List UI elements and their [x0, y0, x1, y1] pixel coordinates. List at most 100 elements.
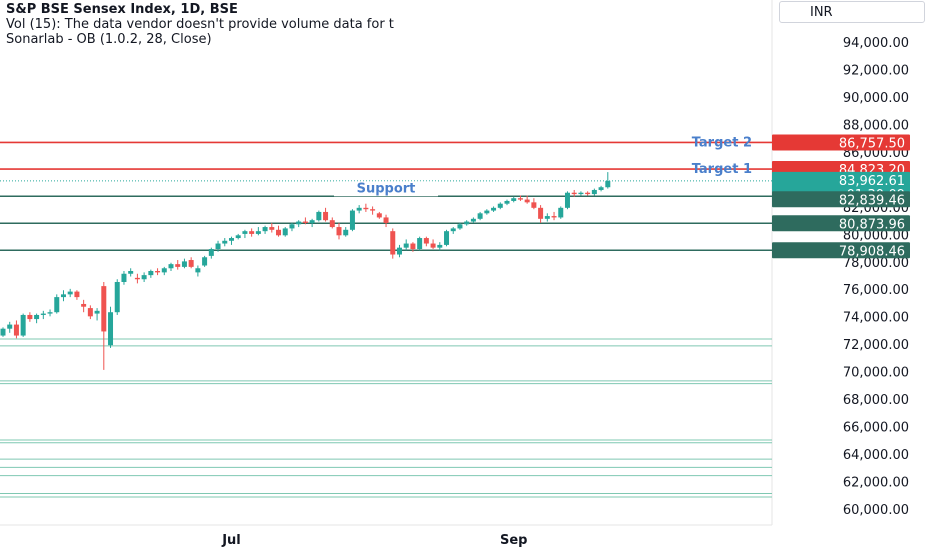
current-price-badge[interactable]: 83,962.61 — [839, 174, 905, 189]
ob-indicator-legend[interactable]: Sonarlab - OB (1.0.2, 28, Close) — [6, 32, 212, 47]
candle-body — [67, 291, 73, 295]
y-axis-tick-label: 74,000.00 — [843, 311, 909, 326]
support-label-bg — [334, 181, 438, 197]
candle-body — [538, 207, 544, 219]
candle-body — [470, 218, 476, 222]
candle-body — [161, 268, 167, 273]
candle-body — [282, 228, 288, 236]
support-annotation[interactable]: Support — [357, 181, 416, 196]
candle-body — [336, 227, 342, 236]
candle-body — [383, 217, 389, 223]
y-axis-tick-label: 88,000.00 — [843, 118, 909, 133]
candle-body — [141, 275, 147, 280]
target-2-annotation[interactable]: Target 2 — [692, 135, 752, 150]
candle-body — [87, 308, 93, 317]
candle-body — [484, 210, 490, 214]
candle-body — [558, 207, 564, 218]
level-2-price-badge-bg — [772, 215, 910, 232]
candle-body — [27, 314, 33, 320]
candle-body — [276, 229, 282, 236]
candle-body — [302, 221, 308, 223]
candle-body — [155, 271, 161, 273]
y-axis-tick-label: 92,000.00 — [843, 63, 909, 78]
candle-body — [242, 231, 248, 234]
candle-body — [430, 243, 436, 248]
y-axis-tick-label: 72,000.00 — [843, 338, 909, 353]
candle-body — [181, 261, 187, 267]
candle-body — [517, 198, 523, 200]
candle-body — [40, 313, 46, 315]
candle-body — [168, 264, 174, 269]
candle-body — [255, 231, 261, 234]
candle-body — [457, 224, 463, 229]
candle-body — [477, 213, 483, 219]
candle-body — [289, 224, 295, 229]
level-3-price-badge[interactable]: 78,908.46 — [839, 244, 905, 259]
y-axis-tick-label: 78,000.00 — [843, 256, 909, 271]
candle-body — [450, 228, 456, 232]
candle-body — [148, 271, 154, 276]
y-axis-tick-label: 62,000.00 — [843, 476, 909, 491]
candle-body — [121, 273, 127, 282]
target-1-annotation[interactable]: Target 1 — [692, 162, 752, 177]
candle-body — [363, 207, 369, 210]
candle-body — [605, 180, 611, 188]
y-axis-tick-label: 66,000.00 — [843, 421, 909, 436]
candle-body — [585, 192, 591, 195]
candle-body — [20, 314, 26, 336]
level-2-price-badge[interactable]: 80,873.96 — [839, 217, 905, 232]
y-axis-tick-label: 70,000.00 — [843, 366, 909, 381]
candle-body — [396, 247, 402, 255]
candle-body — [128, 271, 134, 274]
y-axis-tick-label: 60,000.00 — [843, 503, 909, 518]
candle-body — [74, 291, 80, 298]
candle-body — [531, 202, 537, 208]
x-axis-label: Sep — [500, 533, 528, 548]
candle-body — [269, 227, 275, 230]
symbol-title[interactable]: S&P BSE Sensex Index, 1D, BSE — [6, 2, 238, 17]
volume-indicator-legend[interactable]: Vol (15): The data vendor doesn't provid… — [6, 17, 394, 32]
price-axis[interactable] — [772, 0, 932, 550]
candle-body — [316, 211, 322, 221]
target-2-price-badge-bg — [772, 134, 910, 151]
candle-body — [491, 207, 497, 211]
candle-body — [7, 324, 13, 329]
candle-body — [417, 238, 423, 250]
candle-body — [497, 203, 503, 208]
candle-body — [571, 192, 577, 195]
candle-body — [228, 238, 234, 241]
candle-body — [423, 238, 429, 244]
candle-body — [578, 192, 584, 195]
candle-body — [464, 221, 470, 225]
candle-body — [215, 243, 221, 250]
candle-body — [564, 192, 570, 208]
currency-selector[interactable]: INR — [779, 1, 925, 23]
candle-body — [114, 281, 120, 313]
candle-body — [296, 221, 302, 225]
candle-body — [370, 209, 376, 211]
candle-body — [60, 294, 66, 298]
y-axis-tick-label: 64,000.00 — [843, 448, 909, 463]
candle-body — [511, 198, 517, 201]
target-2-price-badge[interactable]: 86,757.50 — [839, 136, 905, 151]
level-1-price-badge[interactable]: 82,839.46 — [839, 193, 905, 208]
candle-body — [343, 229, 349, 236]
chart-legend: S&P BSE Sensex Index, 1D, BSE Vol (15): … — [6, 2, 772, 47]
candle-body — [376, 213, 382, 218]
candle-body — [437, 244, 443, 248]
candle-body — [329, 220, 335, 228]
candle-body — [81, 303, 87, 307]
level-3-price-badge-bg — [772, 242, 910, 259]
candle-body — [208, 249, 214, 256]
candle-body — [403, 243, 409, 248]
candle-body — [551, 216, 557, 218]
candle-body — [94, 310, 100, 314]
candle-body — [188, 260, 194, 267]
y-axis-tick-label: 76,000.00 — [843, 283, 909, 298]
candle-body — [0, 328, 6, 336]
candle-body — [108, 312, 114, 346]
y-axis-tick-label: 94,000.00 — [843, 36, 909, 51]
level-1-price-badge-bg — [772, 191, 910, 208]
candle-body — [349, 210, 355, 230]
